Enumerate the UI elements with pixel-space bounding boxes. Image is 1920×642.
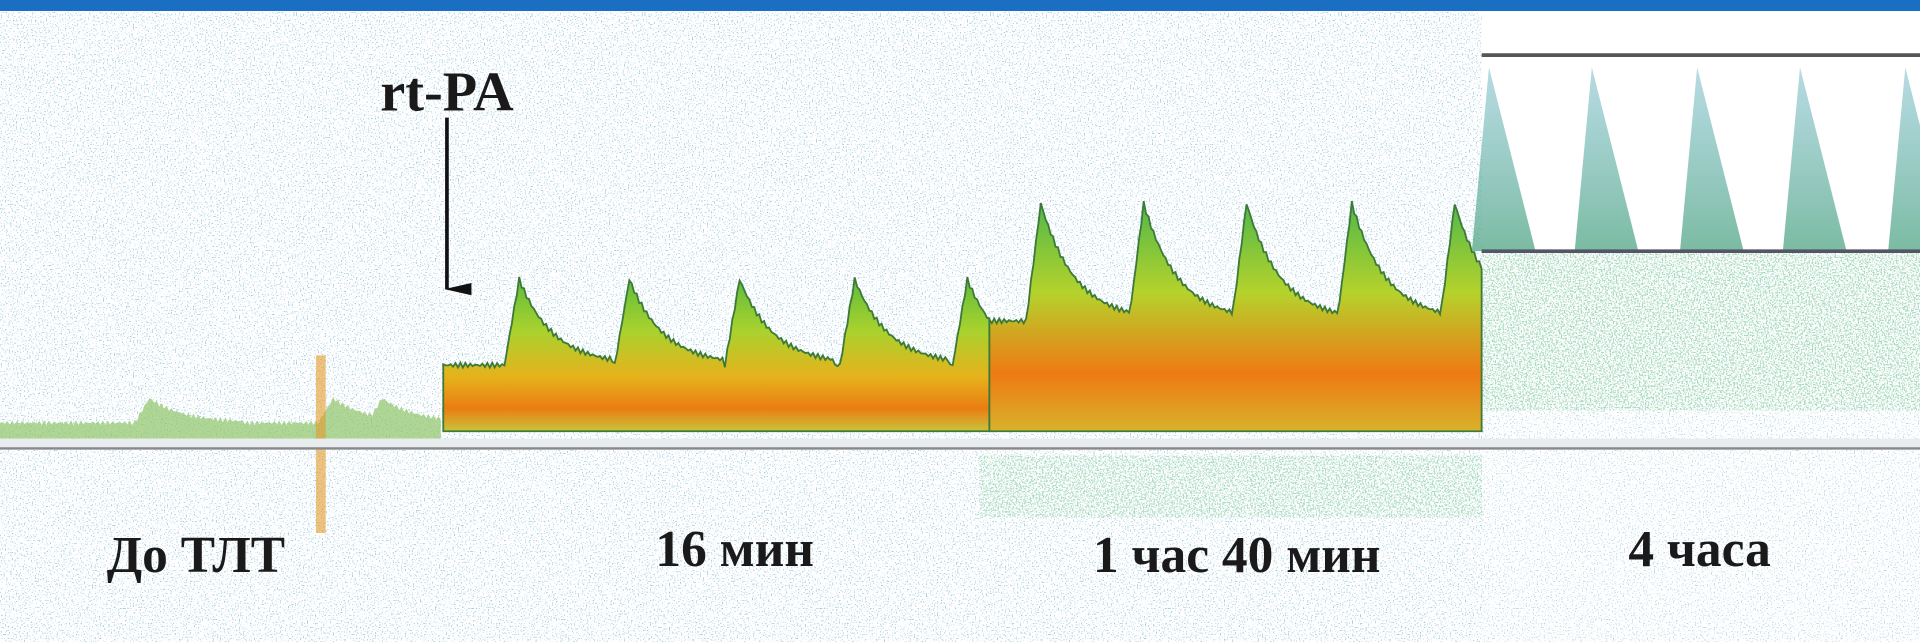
phase-label: 1 час 40 мин bbox=[1093, 527, 1381, 584]
body: rt-PA До ТЛТ 16 мин 1 час 40 мин 4 часа … bbox=[0, 0, 1920, 642]
doppler-image: rt-PA До ТЛТ 16 мин 1 час 40 мин 4 часа bbox=[0, 0, 1920, 642]
phase-label: 16 мин bbox=[655, 521, 814, 578]
phase-label: 4 часа bbox=[1628, 521, 1770, 578]
noise bbox=[980, 456, 1482, 517]
noise bbox=[1482, 251, 1920, 410]
annotation: rt-PA bbox=[380, 61, 514, 123]
phase-label: До ТЛТ bbox=[107, 527, 285, 584]
page: Doppler {"annotation": {"drug": "rt-PA"}… bbox=[0, 0, 1920, 642]
top-bar bbox=[0, 0, 1920, 11]
